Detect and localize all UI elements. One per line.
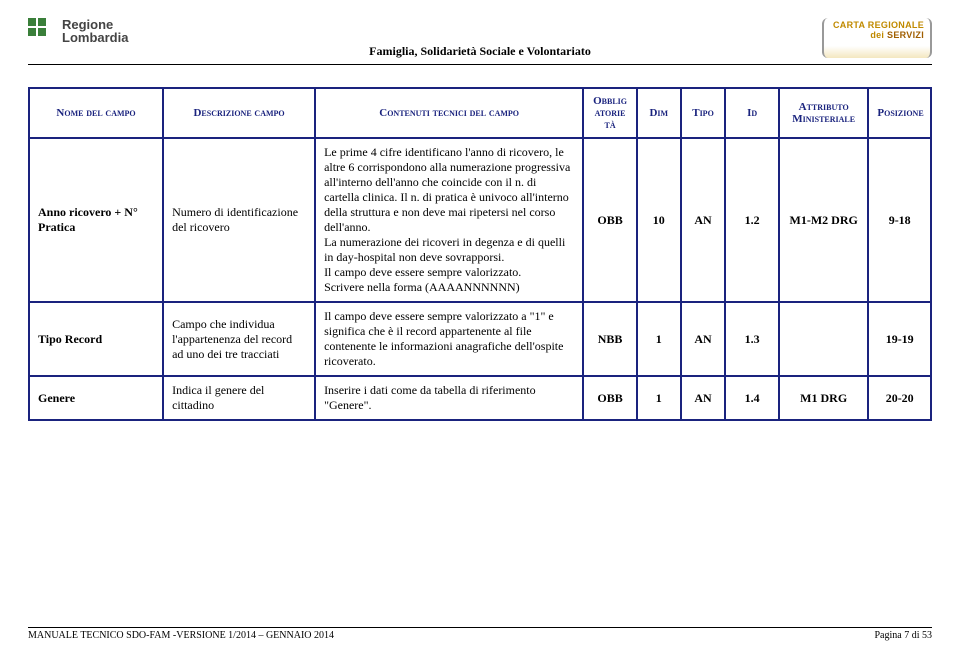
logo: Regione Lombardia	[28, 18, 128, 44]
page-header: Regione Lombardia Famiglia, Solidarietà …	[28, 18, 932, 64]
cell-tipo: AN	[681, 376, 726, 420]
spec-table: Nome del campo Descrizione campo Contenu…	[28, 87, 932, 421]
cell-pos: 9-18	[868, 138, 931, 302]
th-attr: Attributo Ministeriale	[779, 88, 868, 138]
cell-nome: Genere	[29, 376, 163, 420]
th-id: Id	[725, 88, 779, 138]
header-divider	[28, 64, 932, 65]
footer-right: Pagina 7 di 53	[875, 630, 933, 641]
card-line3: SERVIZI	[887, 30, 924, 40]
card-line1: CARTA REGIONALE	[830, 20, 924, 30]
table-body: Anno ricovero + N° PraticaNumero di iden…	[29, 138, 931, 420]
carta-servizi-badge: CARTA REGIONALE dei SERVIZI	[822, 18, 932, 58]
logo-text: Regione Lombardia	[62, 18, 128, 44]
cell-contenuti: Inserire i dati come da tabella di rifer…	[315, 376, 583, 420]
cell-desc: Indica il genere del cittadino	[163, 376, 315, 420]
cell-tipo: AN	[681, 138, 726, 302]
table-row: Tipo RecordCampo che individua l'apparte…	[29, 302, 931, 376]
cell-attr: M1-M2 DRG	[779, 138, 868, 302]
cell-id: 1.4	[725, 376, 779, 420]
cell-obb: OBB	[583, 376, 637, 420]
th-nome: Nome del campo	[29, 88, 163, 138]
footer-left: MANUALE TECNICO SDO-FAM -VERSIONE 1/2014…	[28, 630, 334, 641]
footer-divider	[28, 627, 932, 628]
cell-dim: 10	[637, 138, 681, 302]
table-header-row: Nome del campo Descrizione campo Contenu…	[29, 88, 931, 138]
cell-attr: M1 DRG	[779, 376, 868, 420]
cell-id: 1.2	[725, 138, 779, 302]
th-dim: Dim	[637, 88, 681, 138]
card-line2: dei	[870, 30, 884, 40]
cell-desc: Numero di identificazione del ricovero	[163, 138, 315, 302]
cell-attr	[779, 302, 868, 376]
cell-dim: 1	[637, 376, 681, 420]
region-logo-icon	[28, 18, 54, 44]
logo-line2: Lombardia	[62, 31, 128, 44]
table-row: GenereIndica il genere del cittadinoInse…	[29, 376, 931, 420]
cell-obb: OBB	[583, 138, 637, 302]
document-section-title: Famiglia, Solidarietà Sociale e Volontar…	[369, 44, 591, 59]
cell-pos: 20-20	[868, 376, 931, 420]
cell-nome: Tipo Record	[29, 302, 163, 376]
cell-desc: Campo che individua l'appartenenza del r…	[163, 302, 315, 376]
cell-nome: Anno ricovero + N° Pratica	[29, 138, 163, 302]
footer-row: MANUALE TECNICO SDO-FAM -VERSIONE 1/2014…	[28, 630, 932, 641]
th-pos: Posizione	[868, 88, 931, 138]
page-root: Regione Lombardia Famiglia, Solidarietà …	[0, 0, 960, 659]
th-desc: Descrizione campo	[163, 88, 315, 138]
cell-contenuti: Le prime 4 cifre identificano l'anno di …	[315, 138, 583, 302]
cell-tipo: AN	[681, 302, 726, 376]
table-row: Anno ricovero + N° PraticaNumero di iden…	[29, 138, 931, 302]
cell-contenuti: Il campo deve essere sempre valorizzato …	[315, 302, 583, 376]
cell-dim: 1	[637, 302, 681, 376]
cell-obb: NBB	[583, 302, 637, 376]
th-tipo: Tipo	[681, 88, 726, 138]
th-cont: Contenuti tecnici del campo	[315, 88, 583, 138]
page-footer: MANUALE TECNICO SDO-FAM -VERSIONE 1/2014…	[28, 627, 932, 641]
cell-id: 1.3	[725, 302, 779, 376]
cell-pos: 19-19	[868, 302, 931, 376]
table-header: Nome del campo Descrizione campo Contenu…	[29, 88, 931, 138]
th-obb: Obblig atorie tà	[583, 88, 637, 138]
